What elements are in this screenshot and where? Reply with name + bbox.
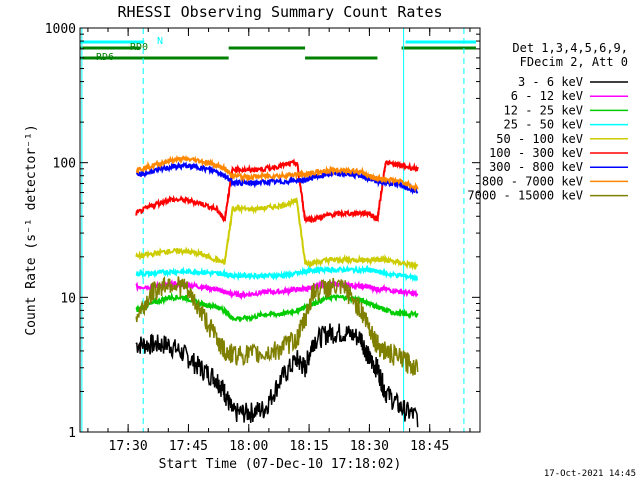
flag-rd6-label: RD6 [96, 52, 114, 63]
legend-header-line-2: FDecim 2, Att 0 [520, 55, 628, 69]
x-axis: 17:30 17:45 18:00 18:15 18:30 18:45 [87, 28, 471, 454]
series-line [135, 264, 418, 283]
plot-frame [79, 27, 481, 433]
legend-label: 50 - 100 keV [496, 132, 583, 146]
y-axis: 1 10 100 1000 [45, 22, 480, 441]
y-tick-label: 100 [53, 157, 76, 172]
y-tick-label: 10 [60, 291, 76, 306]
legend-label: 12 - 25 keV [504, 103, 583, 117]
legend-label: 300 - 800 keV [489, 160, 583, 174]
series-group [135, 154, 419, 428]
flag-rd0-label: RD0 [130, 42, 148, 53]
legend-header: Det 1,3,4,5,6,9, FDecim 2, Att 0 [512, 41, 628, 69]
x-tick-label: 18:15 [290, 439, 329, 454]
legend-label: 800 - 7000 keV [482, 174, 583, 188]
y-tick-label: 1000 [45, 22, 76, 37]
series-line [135, 275, 419, 376]
flag-bars: N RD0 RD6 [80, 36, 476, 63]
x-axis-label: Start Time (07-Dec-10 17:18:02) [159, 457, 402, 472]
night-boundaries [81, 28, 465, 432]
x-tick-label: 18:45 [410, 439, 449, 454]
series-line [135, 158, 419, 225]
x-tick-label: 18:30 [350, 439, 389, 454]
series-line [135, 279, 419, 301]
plot-border [79, 27, 481, 433]
series-line [135, 197, 419, 271]
legend-header-line-1: Det 1,3,4,5,6,9, [512, 41, 628, 55]
series-line [135, 154, 419, 193]
legend-label: 100 - 300 keV [489, 146, 583, 160]
series-line [135, 291, 419, 323]
chart-title: RHESSI Observing Summary Count Rates [117, 3, 442, 21]
y-tick-label: 1 [68, 426, 76, 441]
legend-label: 6 - 12 keV [511, 89, 583, 103]
x-tick-label: 18:00 [229, 439, 268, 454]
x-tick-label: 17:45 [169, 439, 208, 454]
footer-date: 17-Oct-2021 14:45 [544, 469, 636, 479]
legend-label: 25 - 50 keV [504, 118, 583, 132]
x-tick-label: 17:30 [109, 439, 148, 454]
series-line [135, 323, 419, 428]
legend-label: 3 - 6 keV [518, 75, 583, 89]
legend-label: 7000 - 15000 keV [467, 189, 583, 203]
flag-n-label: N [157, 36, 163, 47]
y-axis-label: Count Rate (s⁻¹ detector⁻¹) [24, 124, 39, 335]
